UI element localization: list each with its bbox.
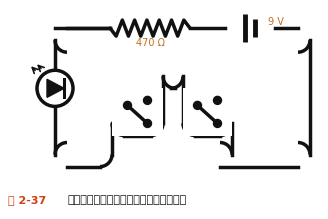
Polygon shape <box>47 79 64 97</box>
Circle shape <box>144 96 152 104</box>
Circle shape <box>214 96 221 104</box>
Circle shape <box>214 119 221 127</box>
Text: 此处用电路图重新绘制有两个开关的电路: 此处用电路图重新绘制有两个开关的电路 <box>68 195 187 205</box>
Bar <box>112 88 163 136</box>
Text: 图 2-37: 图 2-37 <box>8 195 46 205</box>
Circle shape <box>124 101 132 110</box>
Circle shape <box>144 119 152 127</box>
Bar <box>183 88 232 136</box>
Circle shape <box>37 70 73 106</box>
Circle shape <box>194 101 201 110</box>
Text: 470 Ω: 470 Ω <box>135 38 165 48</box>
Text: 9 V: 9 V <box>268 17 284 27</box>
